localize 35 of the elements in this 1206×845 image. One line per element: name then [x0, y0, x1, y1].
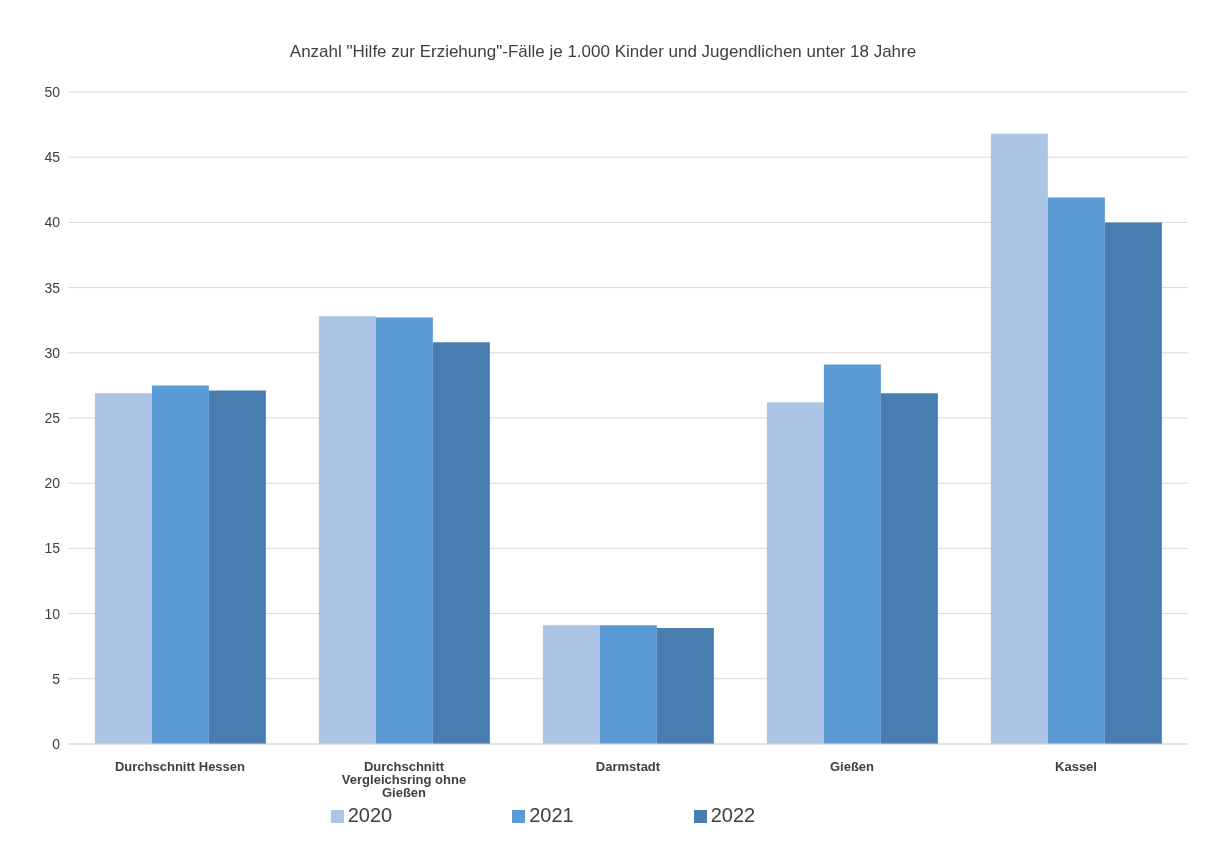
chart-title: Anzahl "Hilfe zur Erziehung"-Fälle je 1.000 Kinder und Jugendlichen unter 18 Jahre: [288, 41, 918, 63]
y-tick-label: 0: [52, 735, 61, 752]
bar: [375, 317, 433, 744]
legend-label: 2021: [529, 804, 574, 826]
x-tick-label: Durchschnitt Vergleichsring ohne Gießen: [341, 759, 467, 801]
legend-label: 2020: [347, 804, 393, 826]
bar: [542, 625, 600, 744]
x-tick-label: Durchschnitt Hessen: [114, 759, 246, 775]
y-tick-label: 10: [44, 605, 61, 622]
y-tick-label: 25: [44, 409, 61, 426]
bar: [766, 402, 824, 744]
y-tick-label: 20: [44, 475, 61, 492]
y-tick-label: 5: [52, 670, 61, 687]
bar: [151, 385, 209, 744]
x-tick-label: Kassel: [1055, 759, 1097, 775]
x-tick-label: Gießen: [829, 759, 875, 775]
bar: [656, 627, 714, 744]
bar: [1104, 222, 1162, 744]
y-tick-label: 30: [44, 344, 61, 361]
legend-label: 2022: [710, 804, 756, 826]
bar: [823, 364, 881, 744]
x-tick-label: Darmstadt: [595, 759, 661, 775]
y-tick-label: 45: [44, 149, 61, 166]
bar: [318, 316, 376, 744]
y-tick-label: 15: [44, 540, 61, 557]
y-tick-label: 35: [44, 279, 61, 296]
y-tick-label: 50: [44, 83, 61, 100]
bar: [880, 393, 938, 744]
bar: [432, 342, 490, 744]
bar: [208, 390, 266, 744]
y-tick-label: 40: [44, 214, 61, 231]
bar: [94, 393, 152, 744]
bar: [990, 133, 1048, 744]
bar: [1047, 197, 1105, 744]
bar: [599, 625, 657, 744]
